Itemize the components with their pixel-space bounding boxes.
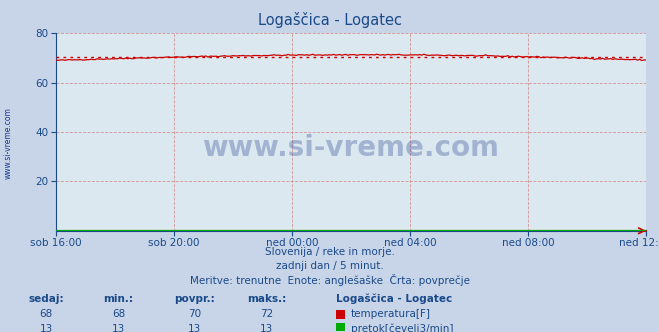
Text: www.si-vreme.com: www.si-vreme.com <box>4 107 13 179</box>
Text: zadnji dan / 5 minut.: zadnji dan / 5 minut. <box>275 261 384 271</box>
Text: Logaščica - Logatec: Logaščica - Logatec <box>336 294 452 304</box>
Text: www.si-vreme.com: www.si-vreme.com <box>202 134 500 162</box>
Text: Logaščica - Logatec: Logaščica - Logatec <box>258 12 401 28</box>
Text: pretok[čevelj3/min]: pretok[čevelj3/min] <box>351 324 453 332</box>
Text: maks.:: maks.: <box>247 294 287 304</box>
Text: Meritve: trenutne  Enote: anglešaške  Črta: povprečje: Meritve: trenutne Enote: anglešaške Črta… <box>190 274 469 286</box>
Text: temperatura[F]: temperatura[F] <box>351 309 430 319</box>
Text: sedaj:: sedaj: <box>28 294 64 304</box>
Text: 13: 13 <box>112 324 125 332</box>
Text: 68: 68 <box>40 309 53 319</box>
Text: Slovenija / reke in morje.: Slovenija / reke in morje. <box>264 247 395 257</box>
Text: 13: 13 <box>260 324 273 332</box>
Text: 70: 70 <box>188 309 201 319</box>
Text: 68: 68 <box>112 309 125 319</box>
Text: povpr.:: povpr.: <box>174 294 215 304</box>
Text: 13: 13 <box>40 324 53 332</box>
Text: min.:: min.: <box>103 294 134 304</box>
Text: 13: 13 <box>188 324 201 332</box>
Text: 72: 72 <box>260 309 273 319</box>
